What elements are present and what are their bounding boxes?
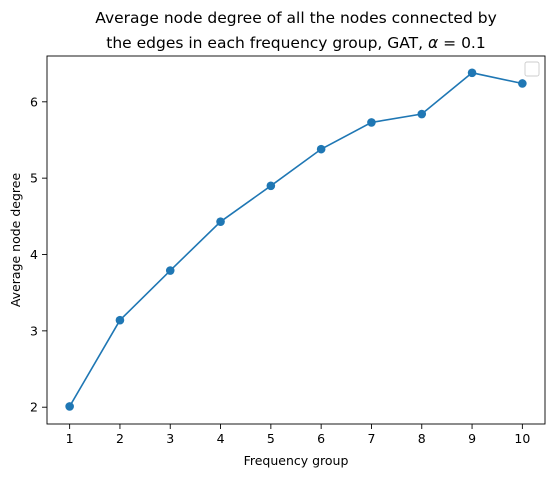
x-tick-label: 6 (317, 431, 325, 446)
x-tick-label: 9 (468, 431, 476, 446)
y-axis-label: Average node degree (8, 173, 23, 308)
x-tick-label: 5 (267, 431, 275, 446)
data-point (316, 144, 326, 154)
data-point (417, 109, 427, 119)
x-tick-label: 8 (418, 431, 426, 446)
chart-title-line-1: Average node degree of all the nodes con… (95, 9, 497, 27)
data-point (367, 118, 376, 127)
y-tick-label: 5 (30, 171, 38, 186)
chart-title-prefix: the edges in each frequency group, GAT, (106, 34, 428, 52)
data-point (65, 402, 74, 411)
y-tick-label: 2 (30, 400, 38, 415)
x-tick-label: 2 (116, 431, 124, 446)
data-point (467, 68, 477, 78)
y-tick-label: 6 (30, 94, 38, 109)
series-line (68, 71, 523, 407)
legend (524, 61, 540, 77)
x-tick-label: 4 (217, 431, 225, 446)
plot-frame (46, 55, 546, 425)
chart-title-suffix: = 0.1 (438, 34, 486, 52)
data-point (165, 266, 175, 275)
x-tick-label: 10 (514, 431, 530, 446)
x-axis-label: Frequency group (244, 453, 349, 468)
chart-title-alpha: α (428, 34, 438, 52)
data-point (115, 315, 125, 325)
plot-area: 1 2 3 4 5 6 7 8 9 10 2 3 4 5 6 (30, 55, 546, 446)
chart-title-line-2: the edges in each frequency group, GAT, … (106, 34, 485, 52)
y-tick-label: 4 (30, 247, 38, 262)
x-tick-label: 3 (166, 431, 174, 446)
x-tick-label: 7 (367, 431, 375, 446)
data-point (216, 217, 225, 226)
data-point (518, 79, 527, 88)
data-point (266, 181, 276, 191)
y-tick-label: 3 (30, 323, 38, 338)
x-tick-label: 1 (66, 431, 74, 446)
